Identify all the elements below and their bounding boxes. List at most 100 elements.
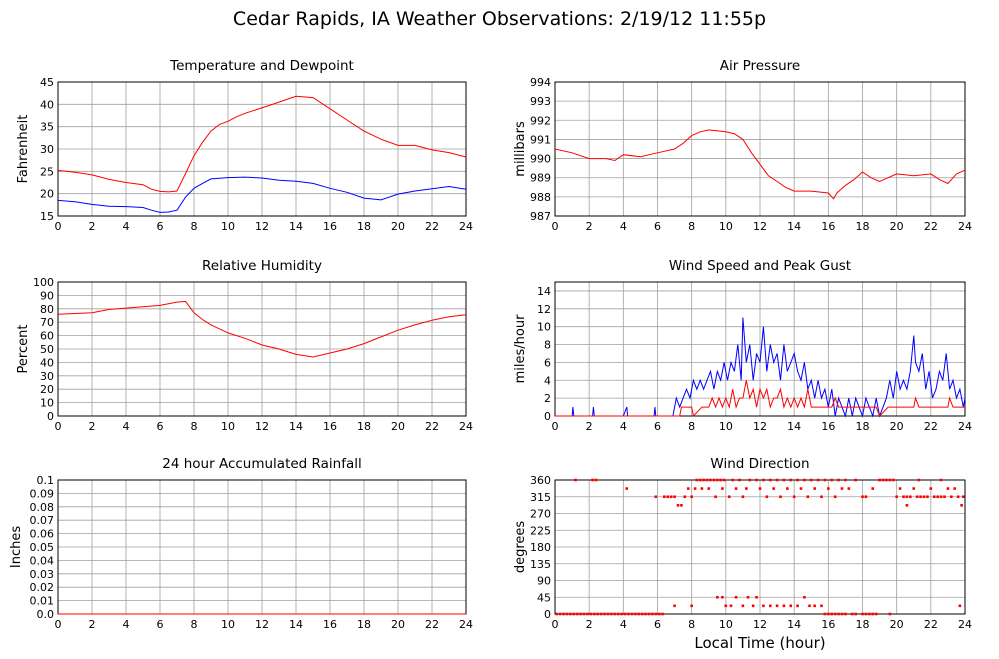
data-point bbox=[722, 478, 726, 482]
data-point bbox=[574, 478, 577, 482]
x-tick-label: 10 bbox=[221, 618, 235, 631]
data-point bbox=[806, 495, 810, 499]
x-tick-label: 8 bbox=[191, 420, 198, 433]
y-tick-label: 0.08 bbox=[30, 501, 55, 514]
data-point bbox=[633, 612, 637, 616]
data-point bbox=[847, 487, 851, 490]
data-point bbox=[786, 487, 789, 490]
data-point bbox=[705, 478, 709, 482]
y-tick-label: 45 bbox=[537, 591, 551, 604]
y-tick-label: 989 bbox=[530, 172, 551, 185]
x-tick-label: 8 bbox=[688, 618, 695, 631]
data-point bbox=[762, 478, 765, 482]
y-axis-label: miles/hour bbox=[513, 314, 528, 383]
x-tick-label: 12 bbox=[753, 220, 767, 233]
data-point bbox=[775, 604, 779, 608]
data-point bbox=[854, 612, 857, 616]
x-tick-label: 4 bbox=[620, 420, 627, 433]
x-tick-label: 16 bbox=[323, 420, 337, 433]
data-point bbox=[729, 604, 733, 608]
data-point bbox=[654, 612, 658, 616]
data-point bbox=[683, 495, 687, 499]
data-point bbox=[782, 478, 786, 482]
data-point bbox=[572, 612, 576, 616]
y-tick-label: 80 bbox=[40, 303, 54, 316]
x-tick-label: 22 bbox=[425, 618, 439, 631]
y-tick-label: 8 bbox=[544, 339, 551, 352]
x-tick-label: 24 bbox=[459, 220, 473, 233]
data-point bbox=[686, 487, 690, 490]
data-point bbox=[755, 478, 758, 482]
data-point bbox=[745, 487, 748, 490]
data-point bbox=[768, 478, 772, 482]
y-tick-label: 360 bbox=[530, 474, 551, 487]
data-point bbox=[905, 504, 909, 507]
data-point bbox=[680, 504, 683, 507]
x-axis-title: Local Time (hour) bbox=[694, 634, 826, 652]
data-point bbox=[871, 612, 875, 616]
data-point bbox=[960, 504, 963, 507]
x-tick-label: 4 bbox=[620, 220, 627, 233]
data-point bbox=[950, 495, 953, 499]
x-tick-label: 22 bbox=[425, 220, 439, 233]
data-point bbox=[657, 612, 661, 616]
data-point bbox=[789, 604, 793, 608]
data-point bbox=[579, 612, 582, 616]
x-tick-label: 16 bbox=[323, 618, 337, 631]
x-tick-label: 8 bbox=[688, 420, 695, 433]
data-point bbox=[823, 478, 827, 482]
data-point bbox=[748, 478, 752, 482]
x-tick-label: 2 bbox=[89, 618, 96, 631]
data-point bbox=[731, 478, 734, 482]
y-tick-label: 992 bbox=[530, 114, 551, 127]
x-tick-label: 18 bbox=[357, 618, 371, 631]
x-tick-label: 12 bbox=[255, 220, 269, 233]
data-point bbox=[654, 495, 658, 499]
data-point bbox=[707, 487, 711, 490]
data-point bbox=[850, 612, 854, 616]
data-point bbox=[603, 612, 606, 616]
series-line bbox=[554, 129, 966, 200]
x-tick-label: 10 bbox=[221, 420, 235, 433]
data-point bbox=[820, 604, 823, 608]
data-point bbox=[755, 595, 758, 599]
x-tick-label: 6 bbox=[654, 420, 661, 433]
y-axis-label: Inches bbox=[9, 526, 24, 568]
x-tick-label: 20 bbox=[890, 618, 904, 631]
data-point bbox=[932, 495, 936, 499]
data-point bbox=[868, 612, 871, 616]
data-point bbox=[885, 478, 888, 482]
x-tick-label: 0 bbox=[55, 220, 62, 233]
y-tick-label: 0.06 bbox=[30, 528, 55, 541]
data-point bbox=[762, 604, 765, 608]
data-point bbox=[864, 495, 868, 499]
data-point bbox=[586, 612, 589, 616]
x-tick-label: 10 bbox=[719, 220, 733, 233]
data-point bbox=[695, 478, 699, 482]
data-point bbox=[881, 478, 885, 482]
data-point bbox=[789, 478, 793, 482]
y-tick-label: 993 bbox=[530, 95, 551, 108]
data-point bbox=[946, 487, 950, 490]
y-tick-label: 90 bbox=[40, 289, 54, 302]
chart-title-temp: Temperature and Dewpoint bbox=[169, 58, 354, 74]
x-tick-label: 12 bbox=[255, 618, 269, 631]
x-tick-label: 4 bbox=[123, 220, 130, 233]
data-point bbox=[620, 612, 623, 616]
data-point bbox=[727, 495, 731, 499]
series-line bbox=[57, 95, 467, 193]
series-line bbox=[555, 380, 965, 418]
x-tick-label: 6 bbox=[157, 220, 164, 233]
data-point bbox=[569, 612, 572, 616]
y-tick-label: 0 bbox=[544, 608, 551, 621]
data-point bbox=[591, 478, 594, 482]
x-tick-label: 12 bbox=[255, 420, 269, 433]
plot-frame bbox=[554, 479, 966, 615]
data-point bbox=[888, 612, 892, 616]
data-point bbox=[830, 612, 834, 616]
data-point bbox=[905, 495, 909, 499]
x-tick-label: 24 bbox=[958, 420, 972, 433]
y-axis-label: millibars bbox=[513, 121, 528, 177]
